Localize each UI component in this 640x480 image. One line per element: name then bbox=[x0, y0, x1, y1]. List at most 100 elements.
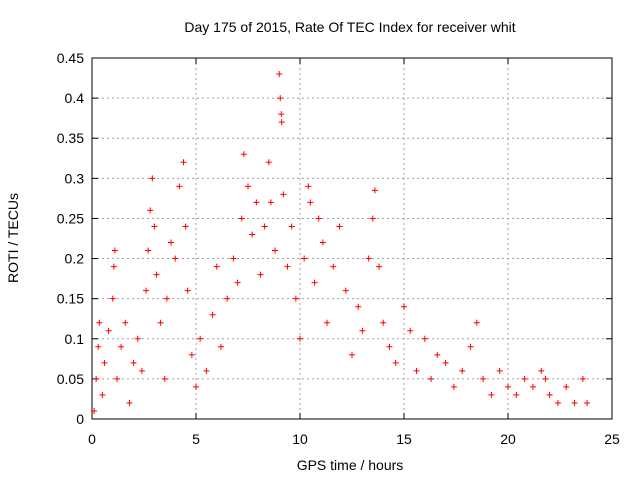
data-point bbox=[149, 175, 156, 182]
x-tick-label: 15 bbox=[396, 431, 412, 447]
data-point bbox=[521, 375, 528, 382]
data-point bbox=[138, 367, 145, 374]
x-tick-label: 0 bbox=[88, 431, 96, 447]
data-point bbox=[168, 239, 175, 246]
data-point bbox=[413, 367, 420, 374]
data-point bbox=[267, 199, 274, 206]
data-point bbox=[153, 271, 160, 278]
data-point bbox=[301, 255, 308, 262]
data-point bbox=[584, 399, 591, 406]
data-point bbox=[421, 335, 428, 342]
data-point bbox=[488, 391, 495, 398]
data-point bbox=[571, 399, 578, 406]
y-tick-label: 0.4 bbox=[65, 90, 85, 106]
data-point bbox=[134, 335, 141, 342]
data-point bbox=[188, 351, 195, 358]
data-point bbox=[459, 367, 466, 374]
data-point bbox=[113, 375, 120, 382]
data-point bbox=[376, 263, 383, 270]
data-point bbox=[110, 263, 117, 270]
y-tick-label: 0.25 bbox=[57, 210, 84, 226]
y-axis-label: ROTI / TECUs bbox=[5, 193, 21, 283]
y-tick-label: 0.15 bbox=[57, 291, 84, 307]
data-point bbox=[505, 383, 511, 390]
data-points bbox=[91, 71, 591, 414]
data-point bbox=[342, 287, 349, 294]
data-point bbox=[297, 335, 303, 342]
data-point bbox=[315, 215, 322, 222]
data-point bbox=[538, 367, 545, 374]
data-point bbox=[130, 359, 137, 366]
data-point bbox=[93, 375, 100, 382]
y-tick-label: 0.05 bbox=[57, 371, 84, 387]
data-point bbox=[161, 375, 168, 382]
data-point bbox=[319, 239, 326, 246]
data-point bbox=[96, 319, 103, 326]
data-point bbox=[151, 223, 158, 230]
data-point bbox=[386, 343, 393, 350]
data-point bbox=[529, 383, 536, 390]
data-point bbox=[234, 279, 241, 286]
data-point bbox=[272, 247, 279, 254]
data-point bbox=[257, 271, 264, 278]
data-point bbox=[143, 287, 150, 294]
data-point bbox=[480, 375, 487, 382]
data-point bbox=[105, 327, 112, 334]
data-point bbox=[369, 215, 376, 222]
data-point bbox=[349, 351, 355, 358]
data-point bbox=[172, 255, 179, 262]
data-point bbox=[91, 407, 98, 414]
data-point bbox=[122, 319, 129, 326]
data-point bbox=[280, 191, 287, 198]
data-point bbox=[249, 231, 256, 238]
data-point bbox=[240, 151, 247, 158]
data-point bbox=[180, 159, 187, 166]
data-point bbox=[245, 183, 251, 190]
data-point bbox=[157, 319, 164, 326]
data-point bbox=[392, 359, 399, 366]
data-point bbox=[311, 279, 318, 286]
plot-frame bbox=[91, 57, 613, 420]
data-point bbox=[184, 287, 191, 294]
data-point bbox=[307, 199, 314, 206]
data-point bbox=[193, 383, 199, 390]
data-point bbox=[365, 255, 372, 262]
data-point bbox=[145, 247, 152, 254]
data-point bbox=[147, 207, 154, 214]
data-point bbox=[513, 391, 520, 398]
data-point bbox=[473, 319, 480, 326]
data-point bbox=[324, 319, 331, 326]
data-point bbox=[265, 159, 272, 166]
data-point bbox=[118, 343, 125, 350]
data-point bbox=[203, 367, 210, 374]
data-point bbox=[209, 311, 216, 318]
data-point bbox=[371, 187, 378, 194]
data-point bbox=[467, 343, 474, 350]
data-point bbox=[428, 375, 435, 382]
x-tick-label: 25 bbox=[604, 431, 620, 447]
data-point bbox=[278, 119, 285, 126]
data-point bbox=[230, 255, 237, 262]
data-point bbox=[355, 303, 362, 310]
data-point bbox=[380, 319, 387, 326]
data-point bbox=[109, 295, 116, 302]
data-point bbox=[442, 359, 449, 366]
y-tick-label: 0.35 bbox=[57, 130, 84, 146]
y-tick-label: 0.45 bbox=[57, 50, 84, 66]
data-point bbox=[542, 375, 549, 382]
data-point bbox=[288, 223, 295, 230]
data-point bbox=[276, 71, 283, 78]
data-point bbox=[546, 391, 553, 398]
y-tick-label: 0.3 bbox=[65, 170, 85, 186]
data-point bbox=[253, 199, 260, 206]
data-point bbox=[213, 263, 220, 270]
data-point bbox=[292, 295, 299, 302]
data-point bbox=[450, 383, 457, 390]
data-point bbox=[163, 295, 170, 302]
data-point bbox=[101, 359, 108, 366]
data-point bbox=[197, 335, 204, 342]
data-point bbox=[224, 295, 231, 302]
axis-ticks: 0 0.05 0.1 0.15 0.2 0.25 0.3 0.35 0.4 0.45 0 5 10 15 2… bbox=[57, 50, 620, 447]
data-point bbox=[563, 383, 570, 390]
data-point bbox=[277, 95, 284, 102]
